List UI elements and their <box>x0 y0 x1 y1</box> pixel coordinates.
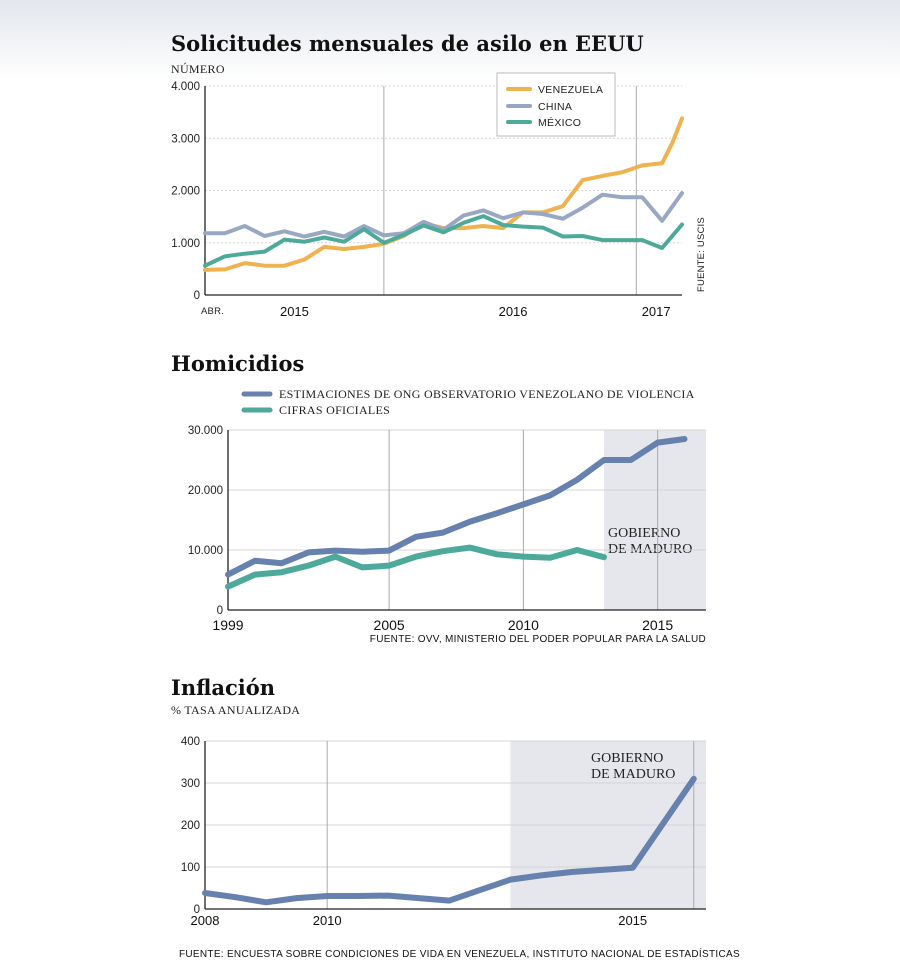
y-tick-label: 200 <box>181 820 200 832</box>
y-tick-label: 300 <box>181 778 200 790</box>
series-line-inflacion <box>202 775 697 906</box>
y-tick-label: 0 <box>194 904 200 916</box>
series-line-estimaciones <box>225 436 688 578</box>
y-tick-label: 4.000 <box>171 81 200 93</box>
x-tick-label: 2015 <box>642 617 673 633</box>
chart-inflation-y-ticks: 0 100 200 300 400 <box>181 736 200 916</box>
chart-asylum-ylabel: NÚMERO <box>171 62 225 76</box>
series-line-méxico <box>203 214 684 268</box>
maduro-label-line: DE MADURO <box>591 767 675 782</box>
x-tick-label-start: ABR. <box>201 306 224 317</box>
y-tick-label: 2.000 <box>171 186 200 198</box>
chart-homicides-series <box>225 436 688 590</box>
y-tick-label: 30.000 <box>188 425 223 437</box>
chart-asylum-legend: VENEZUELA CHINA MÉXICO <box>496 72 616 137</box>
y-tick-label: 0 <box>194 290 200 302</box>
chart-asylum-title: Solicitudes mensuales de asilo en EEUU <box>171 31 644 56</box>
legend-label-china: CHINA <box>538 101 572 113</box>
x-tick-label: 2015 <box>618 913 647 928</box>
y-tick-label: 20.000 <box>188 485 223 497</box>
chart-asylum-x-ticks: ABR. 2015 2016 2017 <box>201 304 671 319</box>
chart-homicides: Homicidios ESTIMACIONES DE ONG OBSERVATO… <box>171 351 706 645</box>
chart-homicides-x-ticks: 1999 2005 2010 2015 <box>212 617 673 633</box>
y-tick-label: 10.000 <box>188 545 223 557</box>
series-line-china <box>203 191 684 239</box>
x-tick-label: 2005 <box>374 617 405 633</box>
y-tick-label: 0 <box>217 605 223 617</box>
legend-label-venezuela: VENEZUELA <box>538 84 603 96</box>
chart-inflation-title: Inflación <box>171 675 275 700</box>
x-tick-label-year: 2016 <box>499 304 528 319</box>
chart-asylum-series <box>203 116 684 272</box>
chart-homicides-title: Homicidios <box>171 351 304 376</box>
chart-homicides-grid <box>227 429 706 611</box>
maduro-label-line: GOBIERNO <box>591 751 663 766</box>
maduro-label-line: GOBIERNO <box>608 526 680 541</box>
x-tick-label-year: 2017 <box>642 304 671 319</box>
legend-label-oficiales: CIFRAS OFICIALES <box>279 403 390 417</box>
y-tick-label: 100 <box>181 862 200 874</box>
chart-inflation-source: FUENTE: ENCUESTA SOBRE CONDICIONES DE VI… <box>179 947 740 960</box>
legend-label-mexico: MÉXICO <box>538 116 581 129</box>
chart-asylum-y-ticks: 0 1.000 2.000 3.000 4.000 <box>171 81 200 302</box>
y-tick-label: 3.000 <box>171 133 200 145</box>
x-tick-label-year: 2015 <box>280 304 309 319</box>
x-tick-label: 2008 <box>191 913 220 928</box>
legend-label-ovv: ESTIMACIONES DE ONG OBSERVATORIO VENEZOL… <box>279 387 695 401</box>
chart-inflation-series <box>202 775 697 906</box>
chart-homicides-source: FUENTE: OVV, MINISTERIO DEL PODER POPULA… <box>370 634 706 645</box>
y-tick-label: 1.000 <box>171 238 200 250</box>
chart-inflation-x-ticks: 2008 2010 2015 <box>191 913 648 928</box>
chart-inflation-ylabel: % TASA ANUALIZADA <box>171 703 300 717</box>
chart-homicides-legend: ESTIMACIONES DE ONG OBSERVATORIO VENEZOL… <box>241 387 695 417</box>
chart-asylum-source: FUENTE: USCIS <box>696 217 707 292</box>
y-tick-label: 400 <box>181 736 200 748</box>
series-line-cifras <box>225 544 607 590</box>
x-tick-label: 2010 <box>313 913 342 928</box>
x-tick-label: 2010 <box>508 617 539 633</box>
chart-homicides-y-ticks: 0 10.000 20.000 30.000 <box>188 425 223 617</box>
x-tick-label: 1999 <box>212 617 243 633</box>
chart-asylum: Solicitudes mensuales de asilo en EEUU N… <box>171 31 707 319</box>
